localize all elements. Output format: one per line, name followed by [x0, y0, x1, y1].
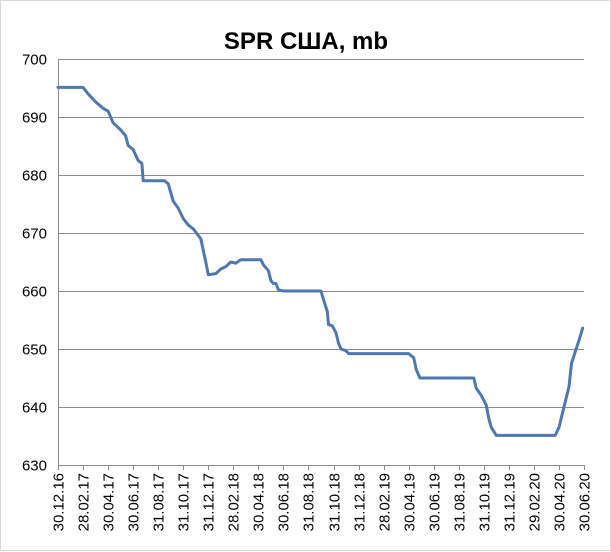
x-tick-label: 31.08.19	[452, 473, 469, 531]
axes	[58, 59, 585, 470]
x-tick-label: 28.02.17	[76, 473, 93, 531]
x-tick-label: 30.04.18	[251, 473, 268, 531]
x-tick-label: 30.06.18	[276, 473, 293, 531]
y-tick-label: 670	[22, 226, 47, 243]
x-tick-label: 31.12.19	[502, 473, 519, 531]
y-tick-label: 640	[22, 400, 47, 417]
series-line	[56, 85, 585, 437]
y-tick-label: 690	[22, 110, 47, 127]
series-layer	[56, 85, 585, 437]
x-axis-tick-labels: 30.12.16 28.02.17 30.04.17 30.06.17 31.08.17…	[51, 473, 594, 531]
x-tick-label: 30.12.16	[51, 473, 68, 531]
x-tick-label: 29.02.20	[527, 473, 544, 531]
x-tick-label: 31.10.17	[176, 473, 193, 531]
x-tick-label: 31.12.18	[352, 473, 369, 531]
x-tick-label: 30.04.19	[402, 473, 419, 531]
x-tick-label: 30.06.19	[427, 473, 444, 531]
x-tick-label: 30.06.20	[577, 473, 594, 531]
x-tick-label: 31.08.18	[301, 473, 318, 531]
y-tick-label: 700	[22, 52, 47, 69]
x-tick-label: 28.02.19	[377, 473, 394, 531]
chart-title: SPR США, mb	[224, 28, 388, 55]
y-tick-label: 650	[22, 342, 47, 359]
y-tick-label: 680	[22, 168, 47, 185]
y-tick-label: 630	[22, 458, 47, 475]
x-tick-label: 30.04.17	[101, 473, 118, 531]
y-tick-label: 660	[22, 284, 47, 301]
gridlines	[58, 59, 584, 408]
x-tick-label: 28.02.18	[226, 473, 243, 531]
x-tick-label: 30.04.20	[552, 473, 569, 531]
x-tick-label: 31.10.19	[477, 473, 494, 531]
y-axis-tick-labels: 630 640 650 660 670 680 690 700	[22, 52, 47, 475]
x-tick-label: 31.10.18	[327, 473, 344, 531]
x-tick-label: 30.06.17	[126, 473, 143, 531]
x-tick-label: 31.08.17	[151, 473, 168, 531]
x-tick-label: 31.12.17	[201, 473, 218, 531]
